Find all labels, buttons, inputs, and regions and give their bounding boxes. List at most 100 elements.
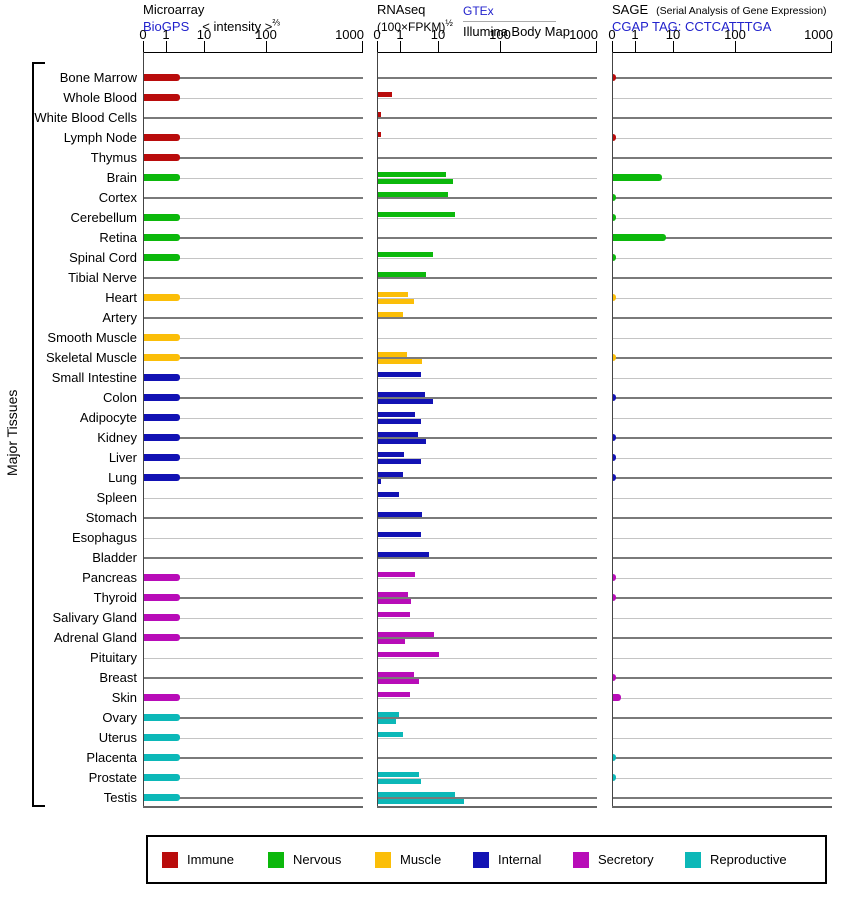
- expression-bar-rnaseq-gtex: [378, 112, 381, 117]
- rnaseq-tick: [500, 41, 501, 52]
- row-line: [144, 378, 363, 379]
- row-line: [378, 458, 597, 459]
- expression-bar-rnaseq-gtex: [378, 292, 408, 297]
- expression-bar-rnaseq-illumina: [378, 639, 406, 644]
- expression-bar-sage: [613, 134, 616, 141]
- expression-bar-rnaseq-gtex: [378, 172, 447, 177]
- expression-bar-rnaseq-gtex: [378, 492, 399, 497]
- expression-bar-rnaseq-gtex: [378, 432, 418, 437]
- row-line: [144, 637, 363, 639]
- tissue-label: Small Intestine: [51, 370, 137, 385]
- legend-item-nervous: Nervous: [268, 851, 342, 868]
- expression-bar-rnaseq-gtex: [378, 632, 435, 637]
- row-line: [144, 258, 363, 259]
- expression-bar-sage: [613, 674, 616, 681]
- biogps-link[interactable]: BioGPS: [143, 19, 190, 34]
- rnaseq-tick-label: 1: [396, 27, 404, 42]
- row-line: [144, 578, 363, 579]
- row-line: [144, 277, 363, 279]
- row-line: [378, 437, 597, 439]
- expression-bar-rnaseq-illumina: [378, 419, 422, 424]
- tissue-label: Uterus: [98, 730, 137, 745]
- microarray-tick: [362, 41, 363, 52]
- tissue-label: White Blood Cells: [34, 110, 137, 125]
- expression-bar-microarray: [144, 794, 180, 801]
- row-line: [144, 597, 363, 599]
- expression-bar-rnaseq-gtex: [378, 312, 403, 317]
- row-line: [144, 498, 363, 499]
- rnaseq-header: RNAseq (100×FPKM)½: [377, 2, 453, 34]
- row-line: [144, 778, 363, 779]
- row-line: [144, 557, 363, 559]
- row-line: [378, 338, 597, 339]
- expression-bar-sage: [613, 74, 616, 81]
- expression-bar-rnaseq-gtex: [378, 452, 404, 457]
- tissue-label: Lung: [108, 470, 137, 485]
- legend-item-reproductive: Reproductive: [685, 851, 787, 868]
- row-line: [378, 77, 597, 79]
- tissue-label: Kidney: [97, 430, 137, 445]
- tissue-label: Cortex: [98, 190, 137, 205]
- expression-bar-microarray: [144, 254, 180, 261]
- expression-bar-rnaseq-gtex: [378, 652, 439, 657]
- microarray-scale-exponent: ⅔: [272, 17, 280, 28]
- sage-tick: [612, 41, 613, 52]
- row-line: [378, 557, 597, 559]
- row-line: [613, 298, 832, 299]
- row-line: [613, 418, 832, 419]
- row-line: [144, 658, 363, 659]
- expression-bar-rnaseq-gtex: [378, 132, 381, 137]
- cgap-tag-link[interactable]: CGAP TAG: CCTCATTTGA: [612, 19, 772, 34]
- microarray-tick: [143, 41, 144, 52]
- expression-bar-microarray: [144, 694, 180, 701]
- tissue-label: Pituitary: [90, 650, 137, 665]
- row-line: [144, 618, 363, 619]
- row-line: [378, 98, 597, 99]
- legend-label: Immune: [187, 852, 234, 867]
- rnaseq-tick: [596, 41, 597, 52]
- expression-bar-microarray: [144, 594, 180, 601]
- legend-swatch-muscle: [375, 851, 391, 868]
- expression-bar-rnaseq-gtex: [378, 732, 403, 737]
- row-line: [613, 357, 832, 359]
- expression-bar-sage: [613, 694, 622, 701]
- expression-bar-microarray: [144, 134, 180, 141]
- legend-label: Nervous: [293, 852, 342, 867]
- sage-title: SAGE: [612, 2, 649, 17]
- expression-bar-microarray: [144, 454, 180, 461]
- expression-bar-sage: [613, 594, 616, 601]
- row-line: [144, 357, 363, 359]
- sage-tick-label: 1000: [804, 27, 833, 42]
- row-line: [613, 717, 832, 719]
- legend-item-muscle: Muscle: [375, 851, 441, 868]
- row-line: [144, 77, 363, 79]
- expression-bar-rnaseq-gtex: [378, 392, 426, 397]
- tissue-label: Salivary Gland: [52, 610, 137, 625]
- row-line: [378, 397, 597, 399]
- expression-bar-rnaseq-gtex: [378, 92, 392, 97]
- expression-bar-microarray: [144, 174, 180, 181]
- tissue-label: Testis: [103, 790, 137, 805]
- row-line: [613, 778, 832, 779]
- row-line: [378, 698, 597, 699]
- row-line: [378, 117, 597, 119]
- expression-bar-microarray: [144, 234, 180, 241]
- row-line: [144, 757, 363, 759]
- row-line: [144, 237, 363, 239]
- row-line: [613, 437, 832, 439]
- expression-bar-microarray: [144, 574, 180, 581]
- expression-bar-microarray: [144, 474, 180, 481]
- expression-bar-sage: [613, 194, 616, 201]
- tissue-label: Liver: [108, 450, 137, 465]
- tissue-label: Skin: [111, 690, 137, 705]
- row-line: [144, 677, 363, 679]
- row-line: [144, 517, 363, 519]
- expression-bar-rnaseq-gtex: [378, 772, 419, 777]
- tissue-label: Bone Marrow: [59, 70, 137, 85]
- row-line: [613, 477, 832, 479]
- microarray-scale-note: < intensity >⅔: [202, 17, 280, 34]
- gtex-link[interactable]: GTEx: [463, 4, 494, 18]
- row-line: [144, 717, 363, 719]
- expression-bar-sage: [613, 214, 616, 221]
- sage-axis-line: [612, 52, 832, 53]
